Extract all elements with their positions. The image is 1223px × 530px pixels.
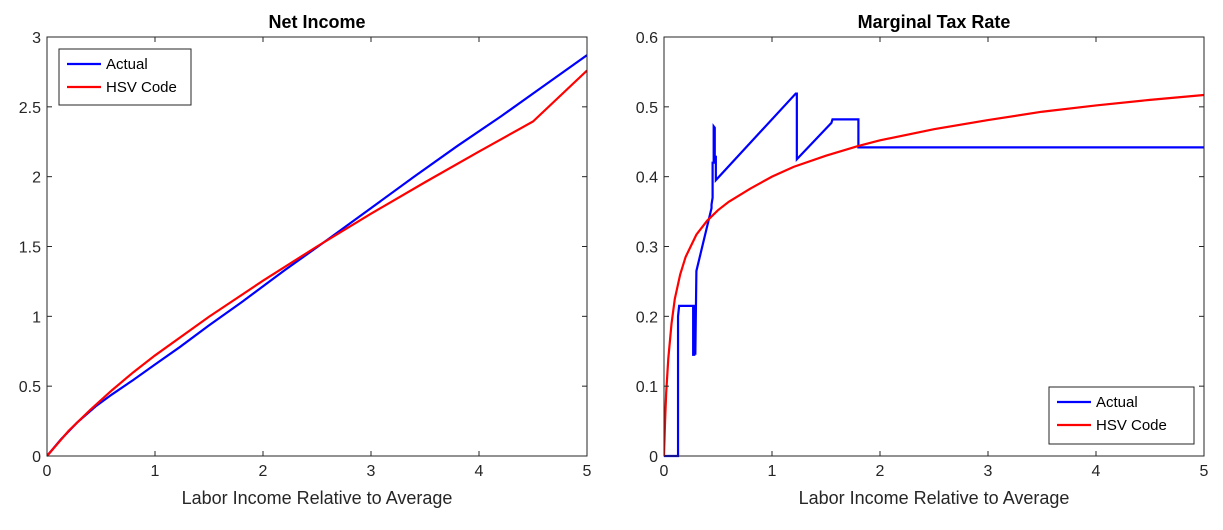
x-tick-label: 4	[475, 463, 484, 480]
y-tick-label: 0.5	[636, 100, 658, 117]
legend-label: HSV Code	[1096, 417, 1167, 434]
plot-area	[664, 37, 1204, 456]
y-tick-label: 0.2	[636, 309, 658, 326]
y-tick-label: 2	[32, 170, 41, 187]
chart-title: Net Income	[268, 12, 365, 32]
x-tick-label: 5	[583, 463, 592, 480]
x-tick-label: 2	[259, 463, 268, 480]
x-tick-label: 1	[151, 463, 160, 480]
y-tick-label: 2.5	[19, 100, 41, 117]
chart-title: Marginal Tax Rate	[858, 12, 1011, 32]
y-tick-label: 3	[32, 30, 41, 47]
x-tick-label: 2	[876, 463, 885, 480]
y-tick-label: 0	[32, 449, 41, 466]
x-axis-label: Labor Income Relative to Average	[799, 488, 1070, 508]
legend-label: Actual	[106, 56, 148, 73]
series-line-actual	[664, 92, 1204, 458]
legend-box	[58, 48, 192, 106]
x-tick-label: 5	[1200, 463, 1209, 480]
y-tick-label: 1.5	[19, 240, 41, 257]
legend-label: Actual	[1096, 394, 1138, 411]
chart-2: 0 1 2 3 4 5 0 0.1 0.2 0.3 0.4 0.5 0.6 Marginal Tax Ra…	[636, 12, 1209, 508]
legend-box	[1048, 386, 1195, 445]
x-axis-label: Labor Income Relative to Average	[182, 488, 453, 508]
y-tick-label: 0.3	[636, 240, 658, 257]
y-tick-label: 0	[649, 449, 658, 466]
series-line-hsv-code	[664, 93, 1204, 457]
legend: Actual HSV Code	[58, 48, 192, 106]
y-tick-label: 0.4	[636, 170, 658, 187]
legend: Actual HSV Code	[1048, 386, 1195, 445]
x-tick-label: 1	[768, 463, 777, 480]
x-tick-label: 3	[367, 463, 376, 480]
chart-1: 0 1 2 3 4 5 0 0.5 1 1.5 2 2.5 3 Net Income Labor Incom…	[19, 12, 592, 508]
x-tick-label: 3	[984, 463, 993, 480]
legend-label: HSV Code	[106, 79, 177, 96]
x-tick-label: 0	[43, 463, 52, 480]
y-tick-label: 0.5	[19, 379, 41, 396]
y-tick-label: 1	[32, 309, 41, 326]
x-tick-label: 4	[1092, 463, 1101, 480]
x-tick-label: 0	[660, 463, 669, 480]
series-line-hsv-code	[47, 69, 587, 457]
y-tick-label: 0.6	[636, 30, 658, 47]
y-tick-label: 0.1	[636, 379, 658, 396]
